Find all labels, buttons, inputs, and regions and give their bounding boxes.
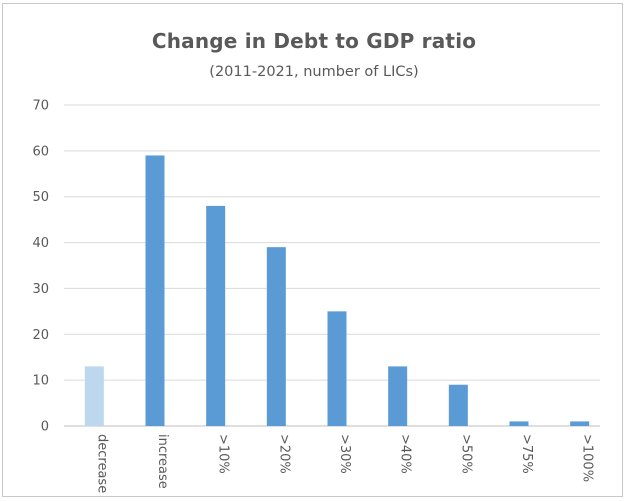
bar-1 [145, 155, 165, 426]
x-tick-label: decrease [94, 434, 109, 493]
y-tick-label: 0 [41, 420, 49, 435]
x-tick-label: >20% [276, 434, 291, 474]
x-tick-label: >40% [398, 434, 413, 474]
bar-6 [448, 384, 468, 426]
chart-title: Change in Debt to GDP ratio [151, 29, 477, 53]
y-tick-label: 30 [32, 282, 49, 297]
x-tick-label: >10% [216, 434, 231, 474]
bar-7 [509, 421, 529, 426]
y-tick-label: 10 [32, 374, 49, 389]
bar-5 [388, 366, 408, 426]
bar-2 [206, 205, 226, 426]
y-tick-label: 70 [32, 99, 49, 114]
x-tick-label: increase [155, 434, 170, 489]
y-tick-label: 40 [32, 236, 49, 251]
x-tick-label: >100% [580, 434, 595, 482]
chart-subtitle: (2011-2021, number of LICs) [209, 64, 419, 80]
y-tick-label: 20 [32, 328, 49, 343]
x-tick-label: >75% [519, 434, 534, 474]
y-tick-label: 60 [32, 144, 49, 159]
bar-8 [570, 421, 590, 426]
x-tick-label: >30% [337, 434, 352, 474]
x-tick-label: >50% [458, 434, 473, 474]
bar-0 [84, 366, 104, 426]
bar-4 [327, 311, 347, 426]
y-tick-label: 50 [32, 190, 49, 205]
bar-3 [266, 247, 286, 426]
chart-frame [2, 3, 623, 497]
